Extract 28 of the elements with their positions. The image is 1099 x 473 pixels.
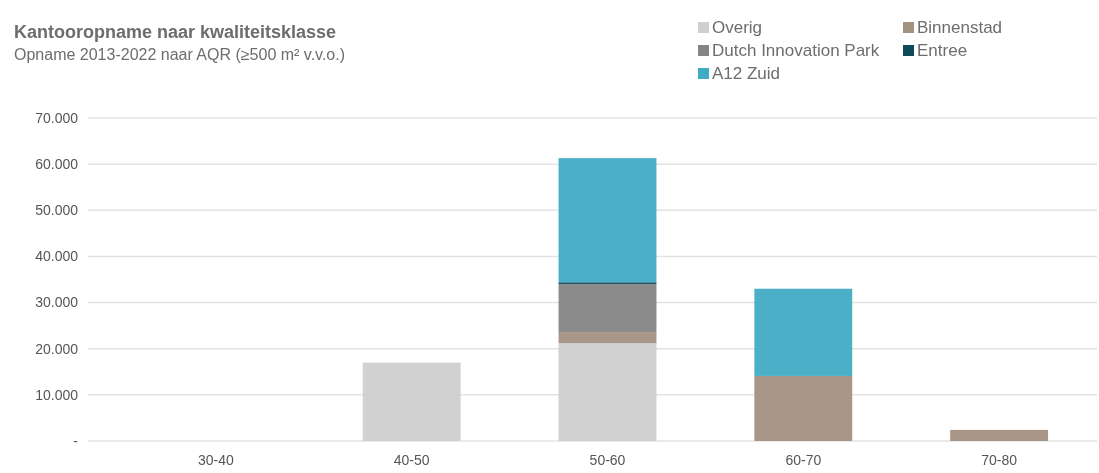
bar — [558, 343, 657, 441]
y-tick-label: 50.000 — [35, 202, 79, 219]
bar — [558, 284, 657, 333]
y-tick-label: - — [73, 432, 79, 449]
legend-label: Overig — [712, 18, 763, 37]
bar — [558, 158, 657, 283]
y-tick-label: 20.000 — [35, 340, 79, 357]
x-tick-label: 70-80 — [981, 452, 1018, 468]
bar — [754, 288, 853, 376]
legend-label: Dutch Innovation Park — [712, 41, 880, 60]
chart-title: Kantooropname naar kwaliteitsklasse — [14, 22, 337, 42]
legend-label: Entree — [917, 41, 968, 60]
y-tick-label: 10.000 — [35, 386, 79, 403]
y-tick-label: 40.000 — [35, 248, 79, 265]
bar — [754, 375, 853, 441]
x-tick-label: 40-50 — [393, 452, 430, 468]
y-tick-label: 70.000 — [35, 109, 79, 126]
legend-label: Binnenstad — [917, 18, 1003, 37]
x-tick-label: 60-70 — [785, 452, 822, 468]
x-tick-label: 30-40 — [197, 452, 235, 468]
bar — [362, 362, 461, 441]
y-tick-label: 60.000 — [35, 156, 79, 173]
chart-subtitle: Opname 2013-2022 naar AQR (≥500 m² v.v.o.) — [14, 46, 346, 63]
legend-label: A12 Zuid — [712, 64, 781, 83]
y-tick-label: 30.000 — [35, 294, 79, 311]
bar — [950, 429, 1049, 441]
bar — [558, 332, 657, 344]
x-tick-label: 50-60 — [589, 452, 626, 468]
